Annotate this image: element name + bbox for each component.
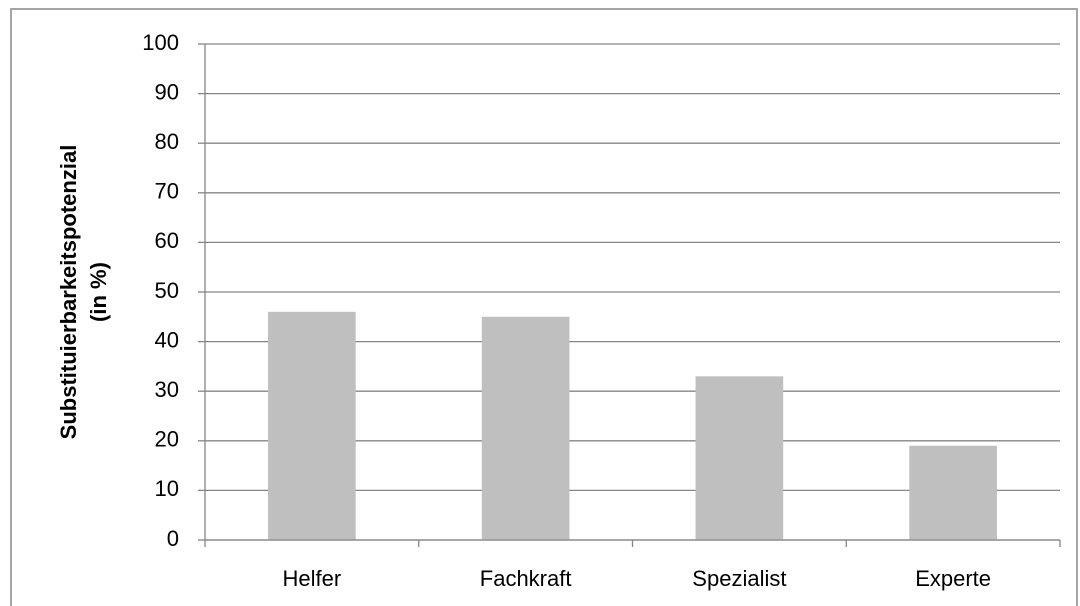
bar (695, 376, 784, 540)
y-tick-label: 50 (155, 278, 179, 303)
y-axis-title: Substituierbarkeitspotenzial (in %) (56, 145, 111, 440)
y-tick-label: 30 (155, 377, 179, 402)
y-tick-label: 90 (155, 79, 179, 104)
y-tick-label: 100 (142, 30, 179, 55)
bar (909, 445, 997, 540)
y-tick-label: 0 (167, 526, 179, 551)
y-tick-label: 60 (155, 228, 179, 253)
bar (481, 316, 570, 540)
y-axis-title-line: Substituierbarkeitspotenzial (56, 145, 81, 440)
y-axis-title-line: (in %) (86, 262, 111, 322)
bar (268, 311, 356, 540)
y-tick-label: 70 (155, 179, 179, 204)
y-tick-label: 10 (155, 476, 179, 501)
x-tick-label: Experte (915, 566, 991, 591)
x-tick-label: Spezialist (692, 566, 786, 591)
chart-frame (10, 8, 1078, 606)
y-tick-label: 80 (155, 129, 179, 154)
y-tick-label: 20 (155, 427, 179, 452)
x-tick-label: Fachkraft (480, 566, 572, 591)
x-tick-label: Helfer (283, 566, 342, 591)
y-tick-label: 40 (155, 327, 179, 352)
